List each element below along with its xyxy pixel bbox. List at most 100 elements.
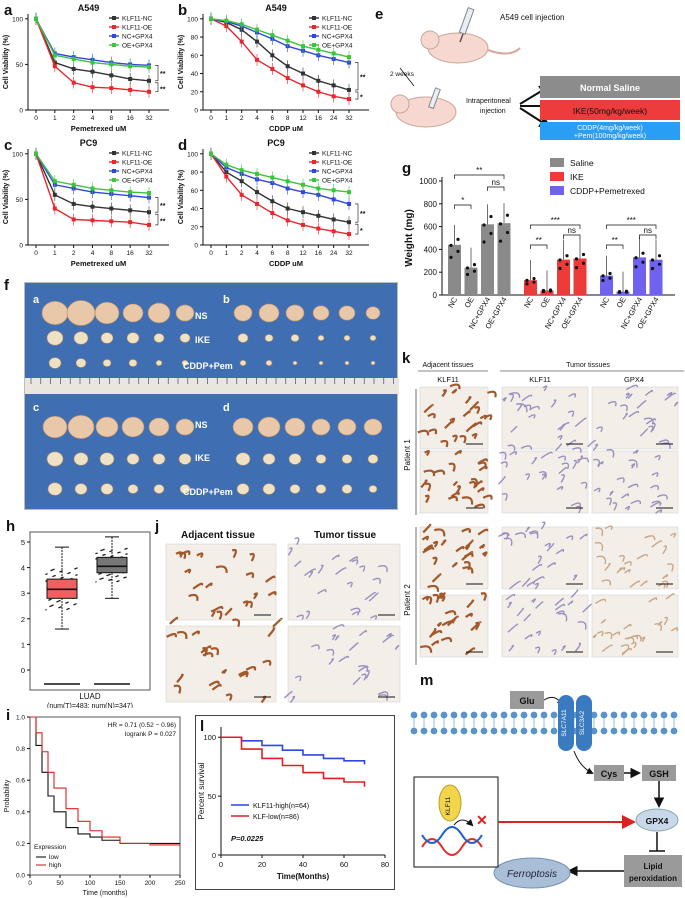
legend-label: low [49, 854, 59, 861]
tissue-strand [464, 395, 472, 404]
tissue-strand [231, 548, 237, 559]
tissue-strand [654, 623, 662, 632]
tissue-strand [465, 543, 471, 551]
data-point [505, 213, 510, 217]
tissue-strand [508, 644, 515, 652]
tissue-strand [498, 476, 506, 485]
lipid-head [620, 711, 628, 719]
e-group-cddp [540, 122, 680, 140]
data-point [316, 89, 321, 94]
legend-label: KLF11-OE [122, 25, 153, 32]
lipid-head [420, 727, 428, 735]
sig-label: ** [476, 166, 482, 175]
y-tick-label: 400 [424, 245, 438, 254]
data-point [71, 56, 76, 61]
tumor [290, 334, 300, 342]
lipid-head [540, 711, 548, 719]
x-tick-label: 32 [345, 115, 353, 122]
legend-marker [312, 160, 316, 164]
tissue-strand [540, 451, 553, 459]
tissue-strand [566, 439, 577, 447]
data-point [347, 87, 351, 92]
tissue-strand [253, 592, 259, 600]
tissue-strand [431, 640, 440, 647]
lipid-head [550, 727, 558, 735]
y-tick-label: 100 [12, 151, 23, 158]
tissue-strand [211, 683, 222, 691]
tissue-strand [539, 471, 547, 479]
tissue-strand [178, 551, 187, 560]
tissue-strand [477, 461, 487, 469]
tissue-strand [423, 544, 433, 552]
tissue-strand [372, 577, 381, 584]
tumor [73, 331, 89, 345]
e-group-cddp-label-2: +Pem(100mg/kg/week) [574, 133, 646, 140]
m-gsh-box [642, 765, 676, 781]
tissue-strand [544, 542, 551, 548]
tissue-strand [423, 403, 434, 414]
tissue-strand [596, 630, 604, 637]
tumor [288, 453, 302, 465]
tissue-strand [425, 596, 433, 605]
f-row-ike-bottom: IKE [195, 453, 210, 463]
x-tick-label: 0 [34, 115, 38, 122]
tissue-strand [463, 552, 474, 558]
k-adjacent-header: Adjacent tissues [423, 362, 474, 369]
legend-marker [112, 160, 116, 164]
data-point [128, 220, 133, 225]
tumor [42, 415, 68, 439]
y-tick-label: 5 [21, 538, 25, 547]
tissue-strand [520, 445, 532, 450]
plot-frame [29, 531, 151, 691]
tissue-strand [628, 410, 640, 418]
x-axis-label: Time(Months) [277, 872, 330, 881]
lipid-head [550, 711, 558, 719]
tissue-strand [661, 580, 669, 588]
data-point [52, 192, 57, 197]
lipid-head [540, 727, 548, 735]
tissue-strand [498, 532, 510, 538]
tissue-strand [576, 505, 582, 514]
m-gsh: GSH [649, 769, 669, 779]
jitter-point [75, 574, 77, 576]
tissue-strand [523, 404, 532, 411]
data-point [239, 168, 244, 173]
data-point [285, 179, 290, 184]
tissue-strand [444, 421, 453, 429]
tissue-strand [529, 532, 539, 539]
x-tick-label: 50 [56, 880, 64, 887]
tissue-strand [640, 580, 648, 587]
tissue-strand [572, 574, 578, 581]
data-point [301, 222, 305, 227]
tissue-strand [580, 481, 588, 489]
tissue-strand [596, 426, 603, 433]
tissue-strand [525, 473, 530, 481]
tissue-strand [535, 601, 544, 609]
tissue-strand [508, 392, 521, 398]
tissue-strand [428, 428, 438, 435]
tissue-strand [592, 443, 599, 451]
jitter-point [125, 553, 127, 555]
tissue-strand [631, 641, 637, 649]
data-point [255, 201, 259, 206]
tissue-strand [537, 555, 542, 564]
tissue-strand [449, 383, 461, 390]
tumor [318, 360, 324, 366]
data-point [581, 261, 586, 265]
data-point [270, 211, 275, 216]
tissue-strand [437, 592, 443, 600]
tumor [343, 334, 351, 341]
legend-label: NC+GPX4 [122, 34, 153, 41]
x-tick-label: 8 [110, 250, 114, 257]
data-point [617, 290, 622, 294]
tumor [179, 333, 191, 343]
data-point [34, 16, 38, 21]
lipid-head [650, 727, 658, 735]
tumor [337, 418, 357, 436]
tissue-strand [448, 462, 456, 472]
data-point [301, 83, 305, 88]
legend-label: KLF-low(n=86) [253, 814, 299, 821]
tissue-strand [444, 610, 457, 616]
